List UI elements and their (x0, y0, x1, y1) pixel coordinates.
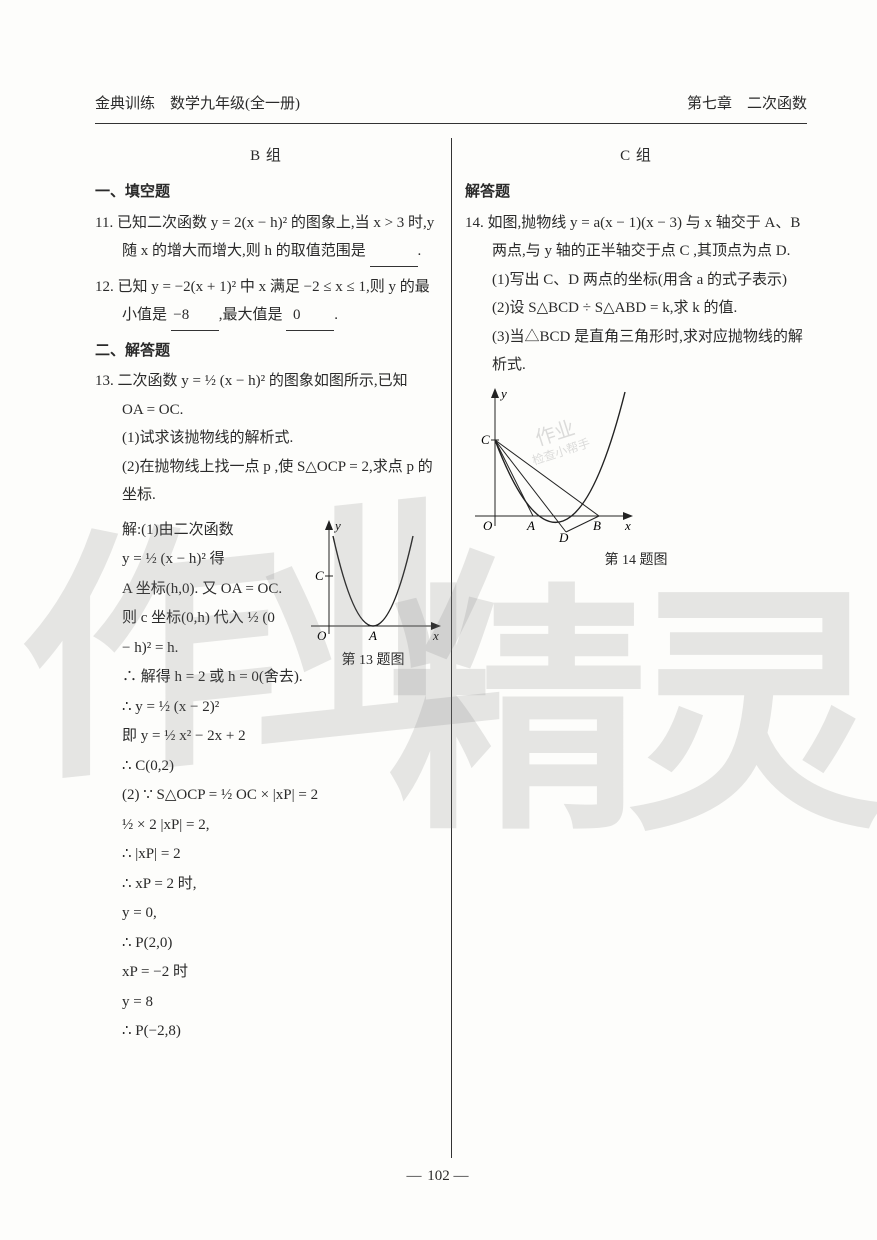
two-column-body: B 组 一、填空题 11. 已知二次函数 y = 2(x − h)² 的图象上,… (95, 138, 807, 1158)
head-right: 第七章 二次函数 (687, 90, 807, 119)
fig13-caption: 第 13 题图 (303, 648, 443, 675)
svg-text:B: B (593, 518, 601, 533)
problem-13: 13. 二次函数 y = ½ (x − h)² 的图象如图所示,已知 OA = … (95, 367, 437, 510)
running-head: 金典训练 数学九年级(全一册) 第七章 二次函数 (95, 90, 807, 124)
s13-l6: ∴ y = ½ (x − 2)² (122, 693, 437, 722)
svg-text:D: D (558, 530, 569, 545)
svg-text:x: x (432, 628, 439, 643)
s13-l13: y = 0, (122, 899, 437, 928)
s13-l7: 即 y = ½ x² − 2x + 2 (122, 722, 437, 751)
s13-l8: ∴ C(0,2) (122, 752, 437, 781)
svg-text:y: y (499, 386, 507, 401)
svg-text:A: A (368, 628, 377, 643)
p11-blank (370, 237, 418, 267)
figure-13: y x O A C 第 13 题图 (303, 516, 443, 675)
group-b-title: B 组 (95, 142, 437, 171)
section-answer: 解答题 (465, 178, 807, 207)
p14-stem1: 14. 如图,抛物线 y = a(x − 1)(x − 3) 与 x 轴交于 A… (465, 209, 807, 266)
p14-sub3: (3)当△BCD 是直角三角形时,求对应抛物线的解析式. (465, 323, 807, 380)
svg-text:O: O (483, 518, 493, 533)
p12-tail: . (334, 307, 338, 323)
dash-left: — (407, 1168, 424, 1184)
problem-11: 11. 已知二次函数 y = 2(x − h)² 的图象上,当 x > 3 时,… (95, 209, 437, 267)
column-c: C 组 解答题 14. 如图,抛物线 y = a(x − 1)(x − 3) 与… (451, 138, 807, 1158)
s13-l11: ∴ |xP| = 2 (122, 840, 437, 869)
diagram-13: y x O A C (303, 516, 443, 646)
section-solve: 二、解答题 (95, 337, 437, 366)
page-footer: — 102 — (0, 1162, 877, 1191)
p13-sub2: (2)在抛物线上找一点 p ,使 S△OCP = 2,求点 p 的坐标. (95, 453, 437, 510)
fig14-caption: 第 14 题图 (465, 548, 807, 575)
svg-text:O: O (317, 628, 327, 643)
svg-text:x: x (624, 518, 631, 533)
p12-ans-min: −8 (171, 301, 219, 331)
p13-stem1: 13. 二次函数 y = ½ (x − h)² 的图象如图所示,已知 (95, 373, 408, 389)
p12-ans-max: 0 (286, 301, 334, 331)
p13-sub1: (1)试求该抛物线的解析式. (95, 424, 437, 453)
section-fill-blank: 一、填空题 (95, 178, 437, 207)
p11-tail: . (418, 243, 422, 259)
p14-sub2: (2)设 S△BCD ÷ S△ABD = k,求 k 的值. (465, 294, 807, 323)
s13-l9: (2) ∵ S△OCP = ½ OC × |xP| = 2 (122, 781, 437, 810)
p14-sub1: (1)写出 C、D 两点的坐标(用含 a 的式子表示) (465, 266, 807, 295)
problem-12: 12. 已知 y = −2(x + 1)² 中 x 满足 −2 ≤ x ≤ 1,… (95, 273, 437, 331)
s13-l16: y = 8 (122, 988, 437, 1017)
column-b: B 组 一、填空题 11. 已知二次函数 y = 2(x − h)² 的图象上,… (95, 138, 451, 1158)
p12-mid: ,最大值是 (219, 307, 283, 323)
problem-14: 14. 如图,抛物线 y = a(x − 1)(x − 3) 与 x 轴交于 A… (465, 209, 807, 380)
s13-l12: ∴ xP = 2 时, (122, 870, 437, 899)
group-c-title: C 组 (465, 142, 807, 171)
s13-l15: xP = −2 时 (122, 958, 437, 987)
s13-l17: ∴ P(−2,8) (122, 1017, 437, 1046)
svg-text:C: C (481, 432, 490, 447)
solution-13: yxOAC 第 13 题图 解:(1)由二次函数 y = ½ (x − h)² … (95, 516, 437, 1046)
svg-text:y: y (333, 518, 341, 533)
head-left: 金典训练 数学九年级(全一册) (95, 90, 300, 119)
s13-l14: ∴ P(2,0) (122, 929, 437, 958)
svg-text:C: C (315, 568, 324, 583)
p13-stem2: OA = OC. (95, 396, 437, 425)
dash-right: — (454, 1168, 471, 1184)
s13-l10: ½ × 2 |xP| = 2, (122, 811, 437, 840)
page-number: 102 (427, 1168, 450, 1184)
figure-14: yxOABCD 第 14 题图 (465, 386, 807, 575)
